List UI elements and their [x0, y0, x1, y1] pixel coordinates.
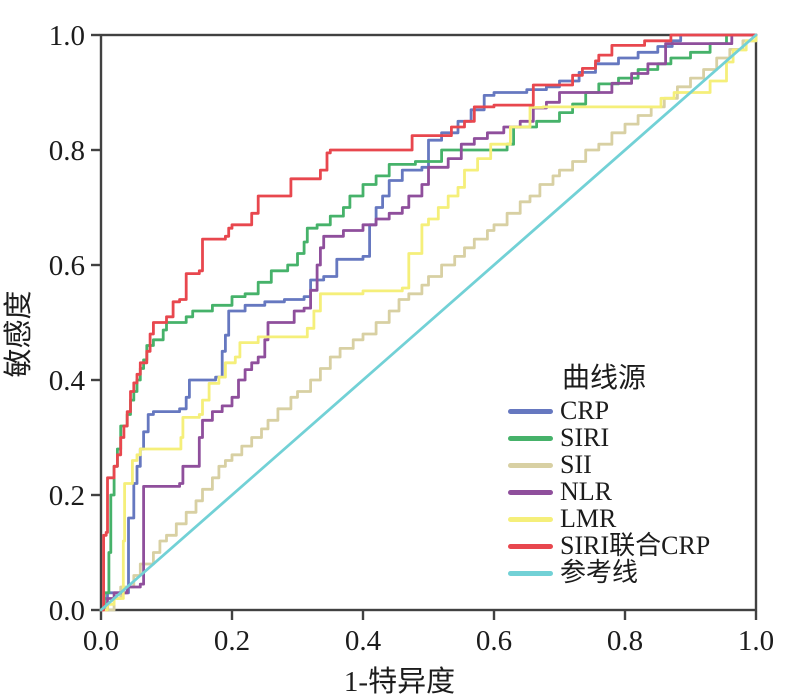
- plot-frame: [99, 33, 758, 612]
- legend-swatch-icon: [508, 544, 553, 549]
- legend-swatch-icon: [508, 409, 553, 414]
- legend-swatch-icon: [508, 517, 553, 522]
- legend-item-label: SIRI: [560, 423, 610, 452]
- legend-item-label: CRP: [560, 396, 610, 425]
- x-tick-label: 0.8: [607, 625, 643, 657]
- roc-curve-参考线: [99, 33, 758, 612]
- x-axis-title: 1-特异度: [343, 666, 456, 697]
- legend-swatch-icon: [508, 490, 553, 495]
- legend-item-label: 参考线: [560, 558, 639, 587]
- y-tick-label: 0.8: [49, 135, 85, 167]
- x-tick-label: 0.0: [83, 625, 119, 657]
- roc-curve-SII: [99, 33, 758, 612]
- roc-curve-LMR: [99, 33, 758, 612]
- y-tick-label: 0.2: [49, 480, 85, 512]
- legend-item-label: NLR: [560, 477, 612, 506]
- x-tick-label: 1.0: [738, 625, 774, 657]
- legend-item-label: SIRI联合CRP: [560, 531, 711, 560]
- x-tick-label: 0.6: [476, 625, 512, 657]
- y-tick-label: 1.0: [49, 20, 85, 52]
- legend-swatch-icon: [508, 436, 553, 441]
- y-tick-label: 0.6: [49, 250, 85, 282]
- x-tick-label: 0.4: [345, 625, 382, 657]
- y-tick-label: 0.0: [49, 595, 85, 627]
- legend-swatch-icon: [508, 463, 553, 468]
- y-tick-label: 0.4: [49, 365, 86, 397]
- roc-curve-SIRI联合CRP: [99, 33, 758, 612]
- legend-swatch-icon: [508, 571, 553, 576]
- y-axis-title: 敏感度: [3, 290, 35, 378]
- legend-title: 曲线源: [562, 363, 647, 394]
- legend-item-label: LMR: [560, 504, 617, 533]
- legend-item-label: SII: [560, 450, 592, 479]
- x-tick-label: 0.2: [214, 625, 250, 657]
